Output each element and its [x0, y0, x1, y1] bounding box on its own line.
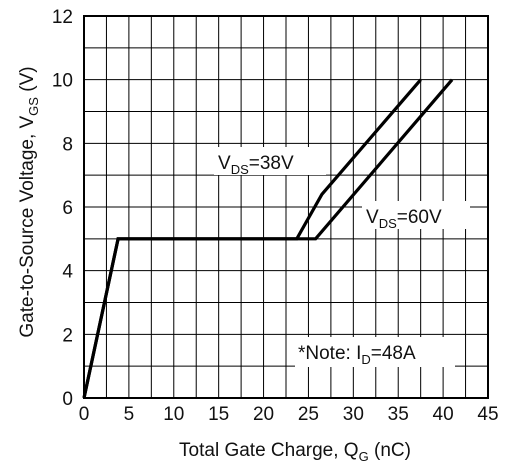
x-axis-label: Total Gate Charge, QG (nC)	[179, 440, 411, 464]
y-tick-labels: 0 2 4 6 8 10 12	[52, 7, 74, 410]
note-drain-current: *Note: ID=48A	[298, 343, 416, 367]
x-tick-label: 15	[208, 404, 229, 425]
y-tick-label: 10	[52, 71, 73, 92]
series-label-bg-60v	[362, 201, 470, 229]
series-label-vds-38v: VDS=38V	[218, 153, 294, 177]
x-tick-label: 10	[163, 404, 184, 425]
x-tick-label: 30	[343, 404, 364, 425]
y-tick-label: 12	[52, 7, 73, 28]
x-tick-label: 25	[298, 404, 319, 425]
series-line-vds-60v	[82, 78, 454, 399]
x-tick-label: 20	[253, 404, 274, 425]
x-tick-label: 35	[388, 404, 409, 425]
series-label-bg-38v	[214, 147, 326, 175]
x-tick-label: 45	[477, 404, 498, 425]
y-axis-label: Gate-to-Source Voltage, VGS (V)	[17, 66, 41, 337]
y-tick-label: 2	[62, 325, 73, 346]
series-layer	[82, 78, 454, 399]
x-tick-label: 40	[433, 404, 454, 425]
y-tick-label: 0	[62, 389, 73, 410]
y-tick-label: 6	[62, 198, 73, 219]
series-label-vds-60v: VDS=60V	[366, 207, 442, 231]
note-bg	[295, 337, 455, 367]
x-tick-label: 5	[124, 404, 135, 425]
x-tick-labels: 0 5 10 15 20 25 30 35 40 45	[79, 404, 499, 425]
y-tick-label: 4	[62, 262, 73, 283]
x-tick-label: 0	[79, 404, 90, 425]
plot-frame	[83, 15, 489, 399]
y-tick-label: 8	[62, 134, 73, 155]
